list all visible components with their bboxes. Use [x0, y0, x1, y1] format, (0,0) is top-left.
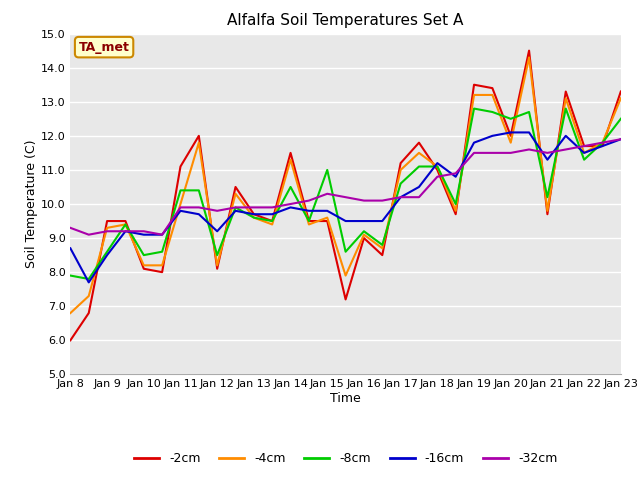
Text: TA_met: TA_met	[79, 41, 129, 54]
Title: Alfalfa Soil Temperatures Set A: Alfalfa Soil Temperatures Set A	[227, 13, 464, 28]
Y-axis label: Soil Temperature (C): Soil Temperature (C)	[25, 140, 38, 268]
X-axis label: Time: Time	[330, 392, 361, 405]
Legend: -2cm, -4cm, -8cm, -16cm, -32cm: -2cm, -4cm, -8cm, -16cm, -32cm	[129, 447, 563, 470]
